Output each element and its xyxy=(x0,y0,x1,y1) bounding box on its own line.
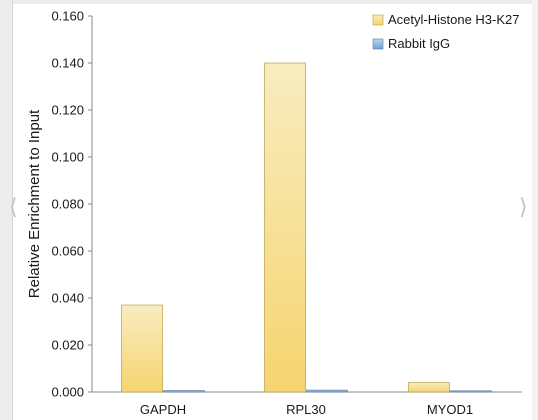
viewer-right-edge xyxy=(532,0,538,420)
y-ticks: 0.000 0.020 0.040 0.060 0.080 0.100 0.120 0.140… xyxy=(51,9,92,400)
x-category-label: RPL30 xyxy=(286,402,326,417)
y-tick-label: 0.020 xyxy=(51,338,84,353)
legend: Acetyl-Histone H3-K27 Rabbit IgG xyxy=(372,12,520,51)
legend-swatch-acetyl xyxy=(372,14,384,26)
chevron-right-icon[interactable]: ⟩ xyxy=(519,194,528,219)
y-tick-label: 0.060 xyxy=(51,244,84,259)
legend-swatch-igg xyxy=(372,38,384,50)
y-tick-label: 0.140 xyxy=(51,56,84,71)
y-tick-label: 0.000 xyxy=(51,385,84,400)
x-labels: GAPDH RPL30 MYOD1 xyxy=(140,402,473,417)
bar-rabbit-igg-myod1 xyxy=(450,390,492,393)
x-category-label: GAPDH xyxy=(140,402,186,417)
bars xyxy=(121,62,492,393)
y-tick-label: 0.160 xyxy=(51,9,84,24)
bar-rabbit-igg-rpl30 xyxy=(306,389,348,393)
y-axis-label: Relative Enrichment to Input xyxy=(26,109,43,298)
y-tick-label: 0.080 xyxy=(51,197,84,212)
bar-acetyl-histone-h3-k27-rpl30 xyxy=(264,62,306,393)
legend-label-acetyl: Acetyl-Histone H3-K27 xyxy=(388,12,520,27)
viewer-left-edge xyxy=(0,0,13,420)
bar-acetyl-histone-h3-k27-gapdh xyxy=(121,304,163,393)
bar-acetyl-histone-h3-k27-myod1 xyxy=(408,382,450,393)
y-tick-label: 0.120 xyxy=(51,103,84,118)
y-tick-label: 0.040 xyxy=(51,291,84,306)
x-category-label: MYOD1 xyxy=(427,402,473,417)
y-tick-label: 0.100 xyxy=(51,150,84,165)
viewer-top-edge xyxy=(0,0,538,4)
bar-rabbit-igg-gapdh xyxy=(163,390,205,393)
legend-label-igg: Rabbit IgG xyxy=(388,36,450,51)
chevron-left-icon[interactable]: ⟨ xyxy=(9,194,18,219)
